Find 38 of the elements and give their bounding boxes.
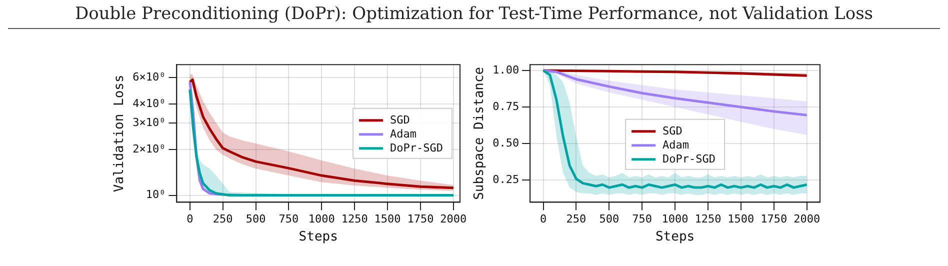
x-tick-label: 750: [278, 212, 299, 226]
x-tick-label: 1500: [374, 212, 401, 226]
y-tick-label: 4×10⁰: [132, 97, 166, 110]
y-tick-label: 0.75: [492, 100, 520, 113]
y-tick-label: 3×10⁰: [132, 116, 166, 129]
y-axis-title: Validation Loss: [112, 74, 128, 192]
x-tick-label: 1500: [728, 212, 754, 226]
legend-label: SGD: [390, 113, 410, 126]
y-tick-label: 1.00: [492, 63, 520, 76]
legend-label: SGD: [662, 124, 682, 138]
y-tick-label: 0.25: [492, 173, 520, 186]
x-axis-title: Steps: [298, 230, 338, 245]
legend-label: DoPr-SGD: [662, 152, 716, 166]
x-tick-label: 250: [566, 212, 586, 226]
y-tick-label: 2×10⁰: [132, 142, 166, 156]
chart-title: Double Preconditioning (DoPr): Optimization for Test-Time Performance, not Validation Loss: [74, 4, 874, 24]
x-tick-label: 500: [246, 212, 266, 226]
legend-label: Adam: [390, 127, 417, 140]
x-tick-label: 1000: [662, 212, 688, 226]
x-tick-label: 1750: [407, 212, 434, 226]
legend-label: DoPr-SGD: [390, 141, 444, 154]
y-tick-label: 0.50: [492, 136, 520, 150]
x-tick-label: 0: [540, 212, 547, 226]
x-tick-label: 750: [632, 212, 652, 226]
x-tick-label: 2000: [794, 212, 820, 226]
y-tick-label: 10⁰: [146, 188, 166, 202]
x-tick-label: 2000: [440, 212, 467, 226]
y-axis-title: Subspace Distance: [472, 66, 488, 200]
x-tick-label: 0: [186, 212, 194, 226]
y-tick-label: 6×10⁰: [132, 70, 166, 84]
x-tick-label: 500: [599, 212, 620, 226]
x-tick-label: 1250: [694, 212, 722, 226]
x-axis-title: Steps: [655, 230, 695, 245]
x-tick-label: 1000: [308, 212, 335, 226]
x-tick-label: 1750: [760, 212, 788, 226]
x-tick-label: 250: [212, 212, 233, 226]
legend-label: Adam: [662, 138, 690, 152]
x-tick-label: 1250: [341, 212, 368, 226]
